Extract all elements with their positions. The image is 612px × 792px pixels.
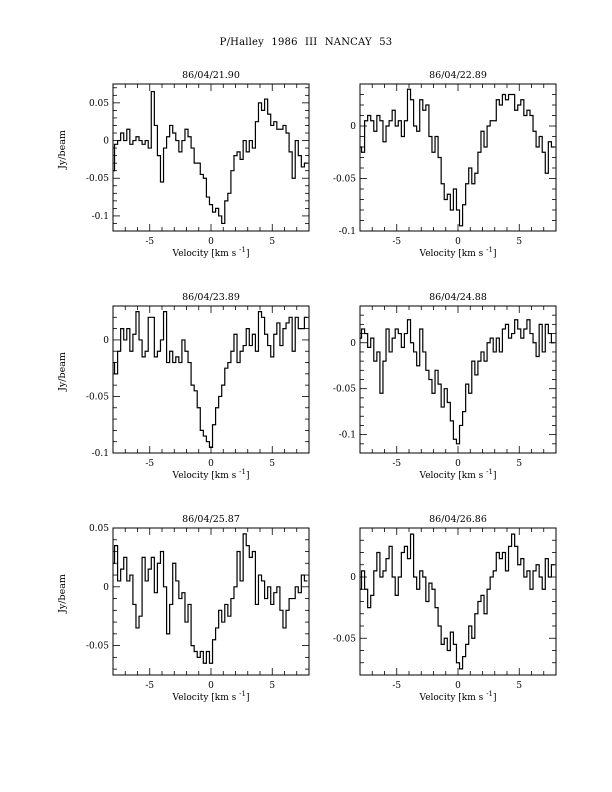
spectrum-line xyxy=(360,533,555,670)
figure-title: P/Halley 1986 III NANCAY 53 xyxy=(219,37,393,48)
x-tick-label: -5 xyxy=(392,237,401,247)
panel-4: -5 0 5 0 -0.05 -0.1 86/04/24.88 Velocity [km s … xyxy=(333,292,557,481)
y-axis-label: Jy/beam xyxy=(57,352,68,392)
spectrum-line xyxy=(113,90,308,225)
y-tick-label: 0 xyxy=(350,573,356,583)
y-axis-label: Jy/beam xyxy=(57,574,68,614)
x-tick-label: 0 xyxy=(208,459,214,469)
y-tick-label: 0 xyxy=(103,137,109,147)
x-axis-label: Velocity [km s -1] xyxy=(419,468,497,481)
y-tick-label: 0 xyxy=(103,583,109,593)
x-tick-label: 0 xyxy=(208,237,214,247)
panel-title: 86/04/26.86 xyxy=(429,514,487,525)
x-tick-label: 0 xyxy=(208,681,214,691)
y-tick-label: -0.05 xyxy=(86,174,109,184)
y-axis-label: Jy/beam xyxy=(57,130,68,170)
y-tick-label: -0.1 xyxy=(92,212,109,222)
x-tick-label: 5 xyxy=(269,681,275,691)
panel-1: -5 0 5 0.05 0 -0.05 -0.1 86/04/21.90 Velocity [k… xyxy=(57,70,310,259)
x-tick-label: -5 xyxy=(145,237,154,247)
y-tick-label: 0 xyxy=(350,122,356,132)
x-tick-label: -5 xyxy=(392,681,401,691)
spectrum-line xyxy=(113,311,308,448)
plot-frame xyxy=(359,83,557,232)
panel-title: 86/04/24.88 xyxy=(429,292,487,303)
y-tick-label: -0.05 xyxy=(333,385,356,395)
spectrum-line xyxy=(360,319,555,445)
spectrum-line xyxy=(360,88,555,227)
y-tick-label: -0.05 xyxy=(333,634,356,644)
y-tick-label: -0.1 xyxy=(339,227,356,237)
panel-2: -5 0 5 0 -0.05 -0.1 86/04/22.89 Velocity [km s … xyxy=(333,70,557,259)
x-tick-label: 0 xyxy=(455,459,461,469)
y-tick-label: 0.05 xyxy=(89,524,109,534)
panel-title: 86/04/23.89 xyxy=(182,292,240,303)
panel-title: 86/04/22.89 xyxy=(429,70,487,81)
x-tick-label: 5 xyxy=(269,459,275,469)
y-tick-label: 0 xyxy=(350,339,356,349)
y-tick-label: 0.05 xyxy=(89,99,109,109)
x-tick-label: 5 xyxy=(516,681,522,691)
x-tick-label: 5 xyxy=(269,237,275,247)
x-tick-label: 0 xyxy=(455,237,461,247)
x-tick-label: -5 xyxy=(392,459,401,469)
x-axis-label: Velocity [km s -1] xyxy=(172,468,250,481)
x-tick-label: 5 xyxy=(516,459,522,469)
x-axis-label: Velocity [km s -1] xyxy=(172,246,250,259)
y-tick-label: -0.1 xyxy=(92,449,109,459)
panel-3: -5 0 5 0 -0.05 -0.1 86/04/23.89 Velocity [km s … xyxy=(57,292,310,481)
y-tick-label: 0 xyxy=(103,336,109,346)
y-tick-label: -0.1 xyxy=(339,431,356,441)
x-tick-label: 5 xyxy=(516,237,522,247)
panel-title: 86/04/25.87 xyxy=(182,514,240,525)
panel-5: -5 0 5 0.05 0 -0.05 86/04/25.87 Velocity [km s … xyxy=(57,514,310,703)
x-tick-label: -5 xyxy=(145,459,154,469)
y-tick-label: -0.05 xyxy=(86,642,109,652)
panel-6: -5 0 5 0 -0.05 86/04/26.86 Velocity [km s -1] xyxy=(333,514,557,703)
x-axis-label: Velocity [km s -1] xyxy=(419,690,497,703)
y-tick-label: -0.05 xyxy=(333,175,356,185)
x-tick-label: -5 xyxy=(145,681,154,691)
x-axis-label: Velocity [km s -1] xyxy=(419,246,497,259)
plot-frame xyxy=(112,83,310,232)
y-tick-label: -0.05 xyxy=(86,392,109,402)
x-tick-label: 0 xyxy=(455,681,461,691)
spectrum-line xyxy=(113,533,308,664)
x-axis-label: Velocity [km s -1] xyxy=(172,690,250,703)
panel-title: 86/04/21.90 xyxy=(182,70,240,81)
